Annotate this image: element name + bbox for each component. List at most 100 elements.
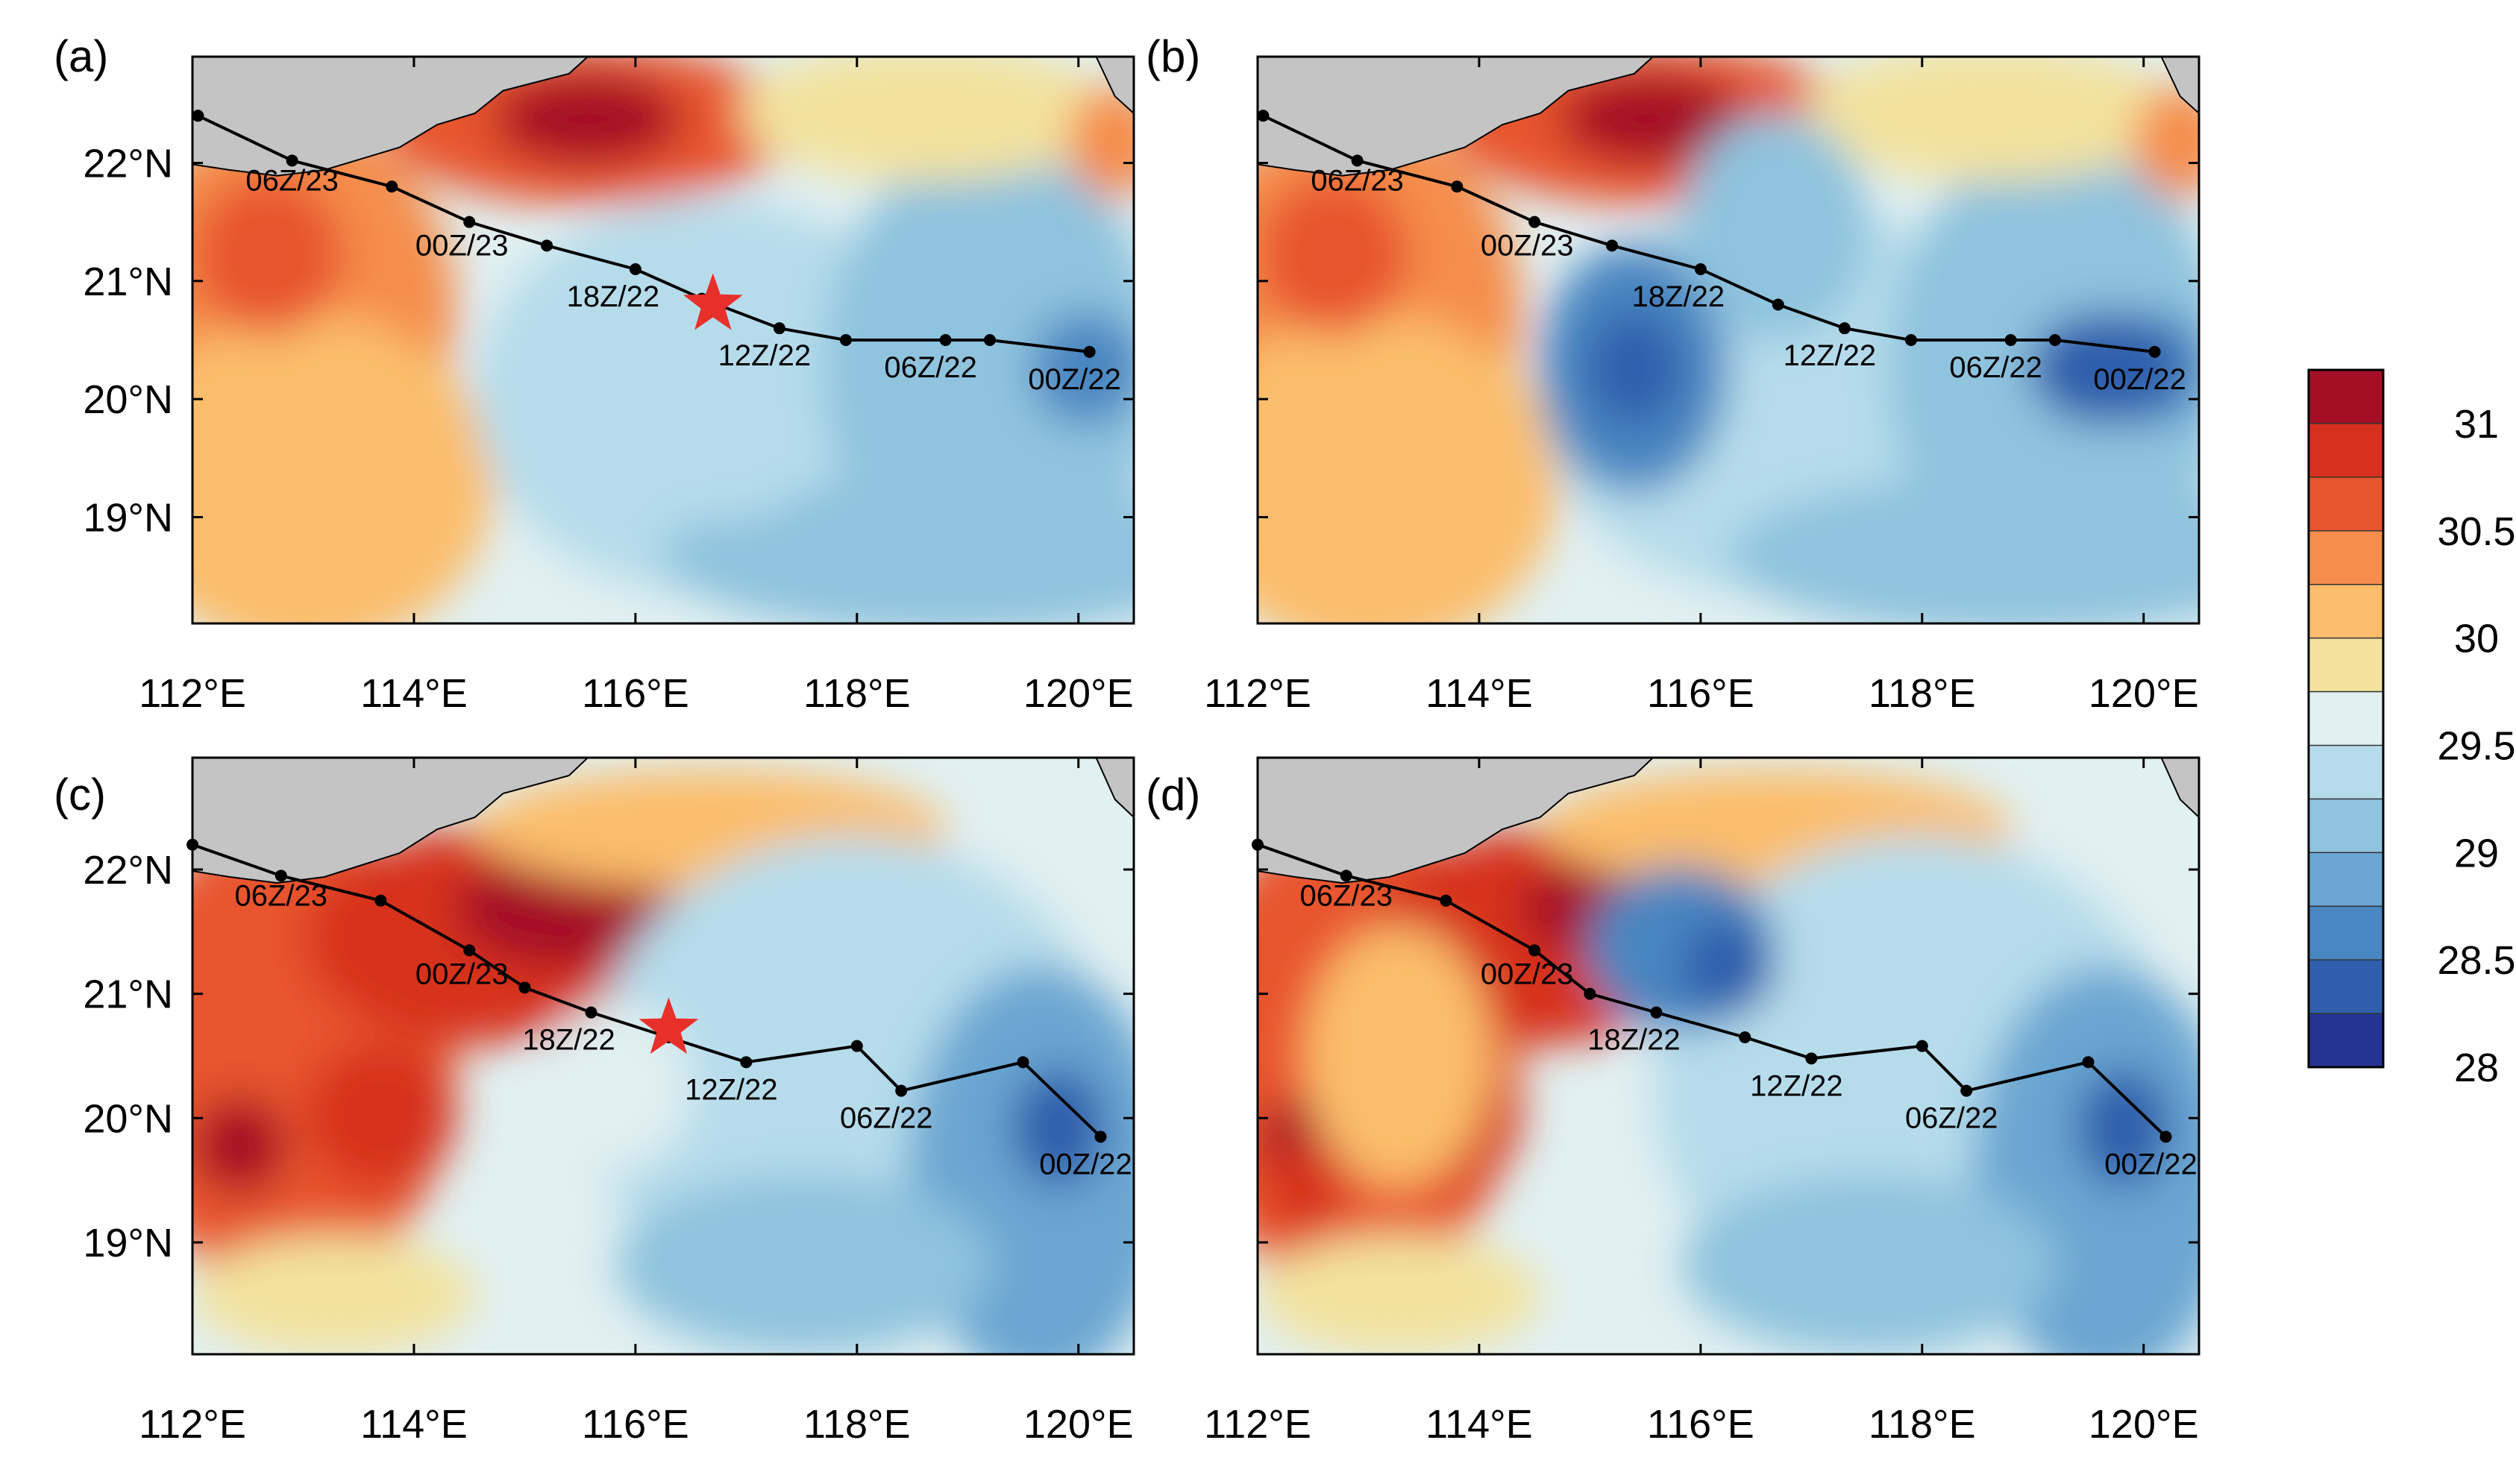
colorbar-swatch — [2309, 745, 2383, 799]
track-point — [1351, 154, 1364, 167]
x-tick-label: 114°E — [1425, 1402, 1533, 1447]
track-time-label: 18Z/22 — [1587, 1024, 1681, 1057]
track-time-label: 06Z/23 — [1300, 879, 1393, 912]
track-point — [2082, 1056, 2095, 1069]
track-time-label: 00Z/22 — [2104, 1148, 2197, 1180]
track-time-label: 12Z/22 — [718, 339, 812, 372]
track-time-label: 00Z/23 — [1481, 958, 1574, 990]
track-point — [1252, 838, 1264, 851]
sst-field — [192, 758, 1134, 1354]
panel-label: (b) — [1146, 31, 1200, 81]
colorbar-swatch — [2309, 638, 2383, 693]
y-tick-label: 22°N — [83, 848, 173, 893]
colorbar-label: 28 — [2454, 1046, 2499, 1090]
x-tick-label: 118°E — [1869, 671, 1976, 716]
x-tick-label: 114°E — [1425, 671, 1533, 716]
land-mass — [1258, 758, 1654, 884]
map-frame — [1256, 55, 2200, 625]
panel-label: (c) — [54, 770, 106, 820]
track-point — [186, 838, 198, 851]
track-point — [192, 110, 204, 122]
colorbar-swatch — [2309, 906, 2383, 960]
track-point — [1739, 1031, 1751, 1043]
track-point — [1451, 180, 1464, 193]
sst-field — [1258, 758, 2199, 1354]
x-tick-label: 112°E — [139, 1402, 246, 1447]
track-point — [1838, 322, 1851, 335]
track-point — [1584, 987, 1596, 1000]
track-time-label: 18Z/22 — [522, 1024, 615, 1057]
track-point — [1440, 894, 1452, 907]
colorbar-swatch — [2309, 691, 2383, 746]
track-time-label: 06Z/22 — [1949, 351, 2042, 384]
x-tick-label: 120°E — [2089, 671, 2199, 716]
colorbar-swatch — [2309, 852, 2383, 907]
track-time-label: 06Z/22 — [1905, 1102, 1998, 1135]
track-point — [1528, 216, 1541, 228]
typhoon-track — [1262, 114, 2155, 353]
track-time-label: 06Z/23 — [245, 164, 339, 197]
track-point — [1772, 298, 1784, 311]
colorbar-label: 29 — [2454, 831, 2499, 875]
track-point — [839, 334, 852, 346]
x-tick-label: 116°E — [1647, 1402, 1754, 1447]
track-time-label: 00Z/22 — [1039, 1148, 1132, 1180]
track-time-label: 18Z/22 — [567, 280, 660, 313]
x-tick-label: 112°E — [1204, 671, 1311, 716]
track-point — [2159, 1131, 2172, 1143]
track-point — [1960, 1084, 1973, 1097]
track-point — [773, 322, 785, 335]
track-time-label: 12Z/22 — [685, 1073, 778, 1106]
track-point — [286, 154, 298, 167]
colorbar-swatch — [2309, 370, 2383, 424]
track-time-label: 00Z/22 — [2093, 363, 2186, 396]
track-point — [629, 263, 641, 275]
track-time-label: 12Z/22 — [1784, 339, 1877, 372]
track-point — [1650, 1006, 1663, 1019]
track-point — [2148, 345, 2161, 358]
track-point — [1694, 263, 1707, 275]
panel-d: 112°E 114°E 116°E 118°E 120°E (d) 06Z/23 00Z/23… — [1146, 756, 2200, 1447]
x-tick-label: 116°E — [582, 671, 689, 716]
x-tick-label: 120°E — [2089, 1402, 2199, 1447]
star-marker — [683, 273, 743, 330]
panel-a: 112°E 114°E 116°E 118°E 120°E 22°N 21°N 20°N 19°… — [54, 31, 1135, 716]
land-mass — [2160, 758, 2199, 819]
y-tick-label: 21°N — [83, 260, 173, 304]
map-frame — [191, 756, 1135, 1356]
map-frame — [1256, 756, 2200, 1356]
track-time-label: 06Z/22 — [884, 351, 977, 384]
y-tick-label: 22°N — [83, 142, 173, 186]
colorbar-swatch — [2309, 799, 2383, 853]
colorbar-label: 30.5 — [2437, 509, 2515, 554]
land-mass — [192, 57, 589, 177]
x-tick-label: 114°E — [360, 1402, 468, 1447]
typhoon-track — [197, 114, 1090, 353]
x-tick-label: 116°E — [582, 1402, 689, 1447]
colorbar-label: 31 — [2454, 402, 2499, 447]
x-tick-label: 112°E — [139, 671, 246, 716]
track-time-label: 18Z/22 — [1632, 280, 1725, 313]
track-point — [983, 334, 996, 346]
track-time-label: 00Z/23 — [415, 958, 509, 990]
x-tick-label: 114°E — [360, 671, 468, 716]
colorbar-label: 28.5 — [2437, 938, 2515, 983]
track-point — [386, 180, 398, 193]
track-time-label: 06Z/23 — [235, 879, 328, 912]
colorbar-swatch — [2309, 584, 2383, 639]
colorbar-swatch — [2309, 530, 2383, 585]
panel-label: (a) — [54, 31, 108, 81]
land-mass — [192, 758, 589, 884]
track-point — [1904, 334, 1917, 346]
x-tick-label: 120°E — [1023, 1402, 1134, 1447]
track-point — [1340, 870, 1352, 882]
y-tick-label: 21°N — [83, 972, 173, 1017]
track-point — [1805, 1052, 1818, 1065]
track-point — [895, 1084, 908, 1097]
track-point — [518, 981, 531, 994]
colorbar-swatch — [2309, 960, 2383, 1014]
land-mass — [1095, 758, 1134, 819]
track-time-label: 06Z/22 — [840, 1102, 933, 1135]
colorbar-swatch — [2309, 1013, 2383, 1068]
